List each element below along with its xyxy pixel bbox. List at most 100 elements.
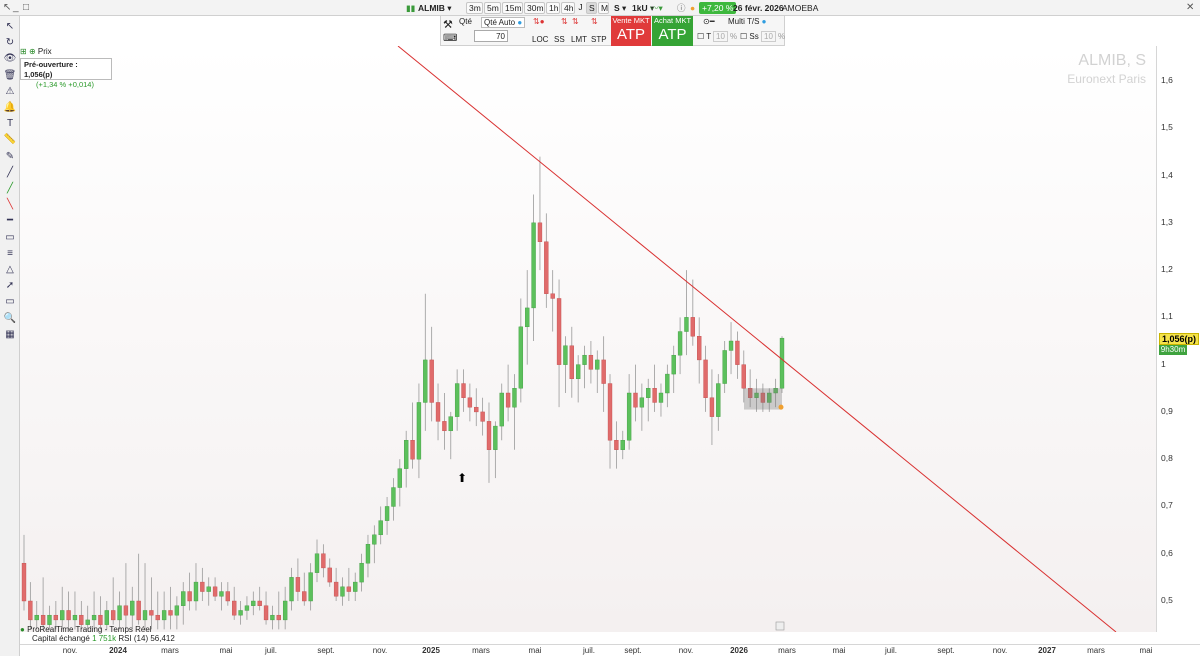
sell-market-button[interactable]: Vente MKT ATP — [611, 16, 651, 46]
x-tick-label: mai — [219, 646, 233, 655]
triangle-icon[interactable]: △ — [6, 264, 14, 275]
candle — [626, 392, 632, 441]
candle — [480, 411, 485, 422]
x-tick-label: sept. — [937, 646, 955, 655]
order-loc[interactable]: LOC — [532, 35, 549, 44]
info-icon[interactable]: ⓘ — [677, 3, 686, 13]
date-axis[interactable]: nov. 2024 mars mai juil. sept. nov. 2025 mars mai… — [20, 644, 1200, 656]
candle — [512, 388, 517, 408]
y-tick-label: 1,2 — [1161, 264, 1173, 275]
candle — [416, 402, 422, 460]
multi-toggle-icon[interactable]: ⊙━ — [703, 17, 715, 26]
tf-3m[interactable]: 3m — [466, 2, 483, 14]
candles-icon[interactable]: ▮▮ — [406, 3, 416, 13]
candle — [435, 402, 441, 422]
pencil-icon[interactable]: ✎ — [5, 150, 15, 162]
chart-canvas[interactable]: ⬆ — [20, 46, 1156, 632]
buy-market-button[interactable]: Achat MKT ATP — [652, 16, 693, 46]
candle — [327, 567, 332, 583]
add-icon[interactable]: ⊕ — [28, 47, 36, 56]
ss-icon[interactable]: ⇅ — [561, 17, 568, 26]
watermark-exchange: Euronext Paris — [1067, 72, 1146, 86]
candle — [474, 406, 479, 413]
t-checkbox[interactable]: ☐ T — [697, 32, 712, 41]
tf-4h[interactable]: 4h — [561, 2, 575, 14]
trash-icon[interactable]: 🗑 — [3, 69, 17, 81]
tf-5m[interactable]: 5m — [484, 2, 501, 14]
eye-icon[interactable]: 👁 — [3, 53, 17, 65]
candle — [130, 600, 135, 616]
tf-30m[interactable]: 30m — [524, 2, 545, 14]
tf-15m[interactable]: 15m — [502, 2, 523, 14]
loc-icon[interactable]: ⇅● — [533, 17, 545, 26]
candle — [219, 591, 224, 597]
order-stp[interactable]: STP — [591, 35, 607, 44]
qty-input[interactable]: 70 — [474, 30, 508, 42]
order-lmt[interactable]: LMT — [571, 35, 587, 44]
maximize-icon[interactable]: □ — [23, 2, 30, 13]
bell-icon[interactable]: 🔔 — [3, 102, 17, 113]
zoom-icon[interactable]: 🔍 — [3, 312, 17, 324]
keyboard-icon[interactable]: ⌨ — [443, 33, 458, 44]
ss-percent: % — [778, 32, 786, 41]
x-tick-label: juil. — [264, 646, 278, 655]
stp-icon[interactable]: ⇅ — [591, 17, 598, 26]
ruler-icon[interactable]: 📏 — [3, 134, 17, 146]
t-input[interactable]: 10 — [713, 31, 728, 42]
qty-auto-button[interactable]: Qté Auto ● — [481, 17, 526, 28]
ss-checkbox[interactable]: ☐ Ss — [740, 32, 759, 41]
chart-style-icon[interactable]: 〰▾ — [650, 3, 663, 13]
candle — [302, 591, 307, 602]
settings-icon[interactable]: ⊞ — [20, 47, 27, 56]
tf-s[interactable]: S — [586, 2, 597, 14]
cursor-icon[interactable]: ↖ — [5, 21, 15, 32]
x-tick-label: nov. — [372, 646, 388, 655]
x-tick-label: 2027 — [1038, 646, 1056, 655]
candle — [47, 614, 52, 625]
price-chart[interactable]: ⬆ — [20, 46, 1156, 632]
ss-input[interactable]: 10 — [761, 31, 776, 42]
units-selector[interactable]: 1kU ▾ — [632, 3, 655, 13]
candle — [658, 392, 664, 403]
grid-icon[interactable]: ▦ — [5, 328, 15, 340]
minimize-icon[interactable]: _ — [13, 2, 19, 13]
candle — [697, 336, 702, 361]
date-label: 26 févr. 2026 — [733, 3, 784, 13]
channel-icon[interactable]: ▭ — [5, 231, 15, 243]
last-price-tag: 1,056(p) — [1159, 333, 1199, 345]
close-icon[interactable]: ✕ — [1186, 2, 1195, 13]
lmt-icon[interactable]: ⇅ — [572, 17, 579, 26]
trend-down-icon[interactable]: ╲ — [6, 199, 14, 211]
candle — [333, 581, 339, 597]
candle — [136, 600, 141, 621]
tf-m[interactable]: M — [598, 2, 609, 14]
trend-up-icon[interactable]: ╱ — [6, 183, 14, 194]
buy-label: Achat MKT — [653, 16, 692, 25]
symbol-selector[interactable]: ALMIB ▾ — [418, 3, 452, 13]
status-title: ProRealTime Trading - Temps Réel — [27, 625, 152, 634]
timeframe-selector[interactable]: S ▾ — [614, 3, 627, 13]
y-tick-label: 0,6 — [1161, 547, 1173, 558]
candle — [544, 241, 549, 294]
hammer-icon[interactable]: ⚒ — [443, 19, 453, 31]
trendline[interactable] — [397, 46, 1117, 632]
order-ss[interactable]: SS — [554, 35, 565, 44]
change-badge: +7,20 % — [699, 2, 737, 14]
candle — [346, 586, 352, 592]
rotate-icon[interactable]: ↻ — [5, 37, 15, 49]
candle — [537, 222, 543, 242]
candle — [454, 383, 460, 417]
capital-label: Capital échangé — [32, 634, 90, 643]
candle — [684, 317, 689, 332]
tf-j[interactable]: J — [578, 2, 583, 12]
text-icon[interactable]: T — [6, 118, 14, 130]
restore-icon[interactable]: ↖ — [3, 2, 12, 13]
scroll-marker-icon[interactable] — [775, 621, 785, 631]
line-icon[interactable]: ╱ — [6, 166, 14, 178]
arrow-icon[interactable]: ➚ — [5, 280, 15, 292]
alert-icon[interactable]: ⚠ — [5, 85, 15, 97]
horizontal-line-icon[interactable]: ━ — [6, 215, 14, 227]
rect-icon[interactable]: ▭ — [5, 296, 15, 308]
fibonacci-icon[interactable]: ≡ — [7, 247, 13, 259]
tf-1h[interactable]: 1h — [546, 2, 560, 14]
